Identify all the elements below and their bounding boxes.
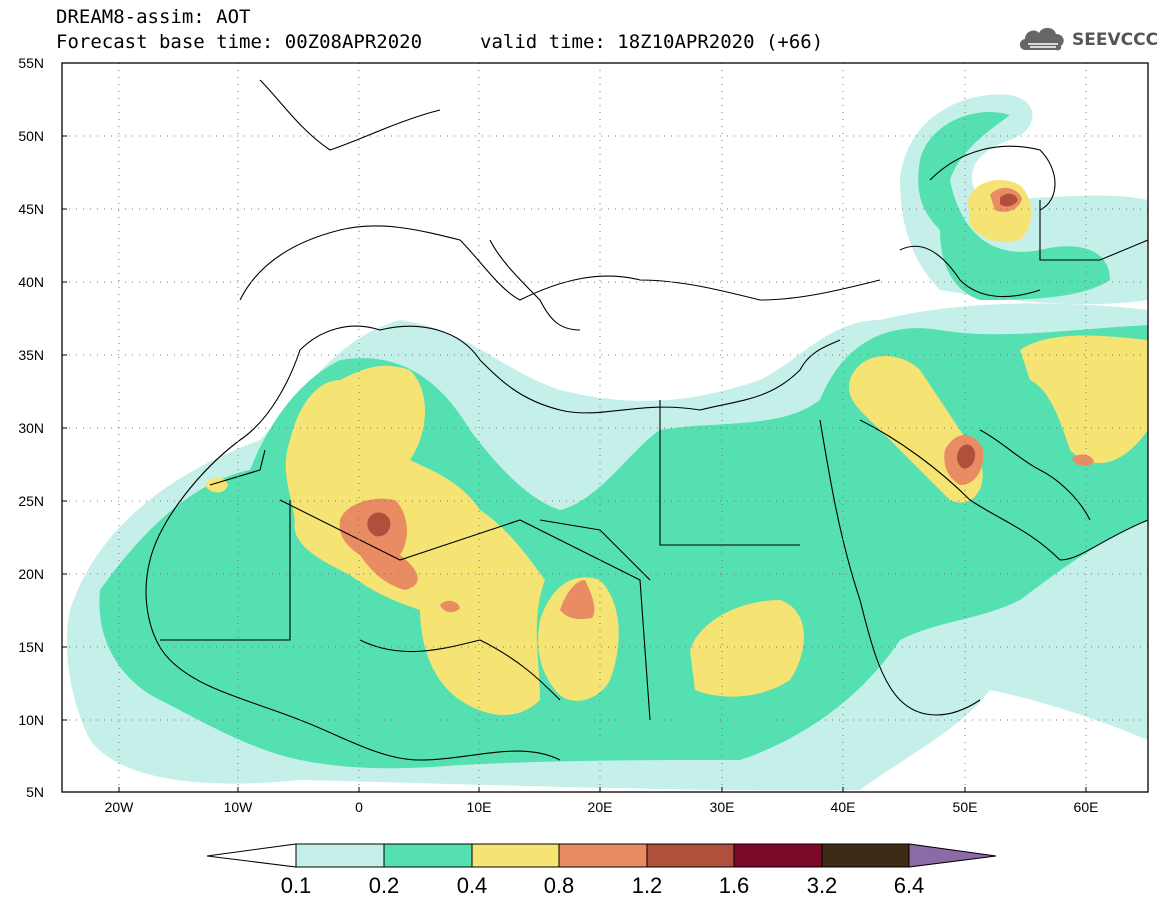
colorbar-labels: 0.1 0.2 0.4 0.8 1.2 1.6 3.2 6.4	[281, 873, 925, 898]
seevccc-logo: SEEVCCC	[1016, 22, 1158, 58]
lat-labels: 55N 50N 45N 40N 35N 30N 25N 20N 15N 10N …	[18, 55, 44, 800]
lon-label: 30E	[710, 799, 735, 815]
lat-label: 35N	[18, 347, 44, 363]
colorbar-swatch	[646, 843, 735, 868]
lat-label: 20N	[18, 566, 44, 582]
lat-label: 50N	[18, 128, 44, 144]
colorbar-label: 0.2	[369, 873, 400, 898]
valid-time: valid time: 18Z10APR2020 (+66)	[480, 31, 824, 53]
colorbar-swatch	[295, 843, 385, 868]
colorbar-swatch	[558, 843, 648, 868]
colorbar-label: 0.8	[544, 873, 575, 898]
colorbar-swatch	[383, 843, 473, 868]
coastlines	[145, 79, 1148, 761]
colorbar-label: 6.4	[894, 873, 925, 898]
colorbar	[206, 843, 997, 868]
lat-label: 5N	[26, 784, 44, 800]
logo-label: SEEVCCC	[1072, 30, 1159, 50]
colorbar-swatch	[733, 843, 823, 868]
graticule	[62, 63, 1148, 792]
lon-label: 10W	[224, 799, 254, 815]
lon-label: 20W	[105, 799, 135, 815]
lon-label: 50E	[953, 799, 978, 815]
cloud-icon	[1019, 27, 1064, 51]
lat-label: 55N	[18, 55, 44, 71]
forecast-base-time: Forecast base time: 00Z08APR2020	[56, 31, 423, 53]
lon-labels: 20W 10W 0 10E 20E 30E 40E 50E 60E	[105, 799, 1099, 815]
tick-marks	[62, 62, 1087, 792]
colorbar-label: 0.1	[281, 873, 312, 898]
colorbar-label: 0.4	[457, 873, 488, 898]
lon-label: 40E	[831, 799, 856, 815]
lat-label: 15N	[18, 639, 44, 655]
colorbar-under-arrow	[206, 843, 297, 868]
aot-level-1-2	[367, 193, 1018, 537]
lon-label: 0	[355, 799, 363, 815]
lat-label: 30N	[18, 420, 44, 436]
colorbar-label: 1.6	[719, 873, 750, 898]
colorbar-swatch	[471, 843, 560, 868]
aot-field	[66, 94, 1148, 791]
colorbar-label: 3.2	[807, 873, 838, 898]
lon-label: 10E	[467, 799, 492, 815]
lat-label: 40N	[18, 274, 44, 290]
lat-label: 25N	[18, 493, 44, 509]
map-title: DREAM8-assim: AOT	[56, 6, 251, 28]
lat-label: 10N	[18, 712, 44, 728]
lat-label: 45N	[18, 201, 44, 217]
lon-label: 20E	[588, 799, 613, 815]
colorbar-over-arrow	[908, 843, 997, 868]
aot-level-0-8	[339, 187, 1094, 620]
lon-label: 60E	[1074, 799, 1099, 815]
colorbar-label: 1.2	[632, 873, 663, 898]
colorbar-swatch	[821, 843, 910, 868]
